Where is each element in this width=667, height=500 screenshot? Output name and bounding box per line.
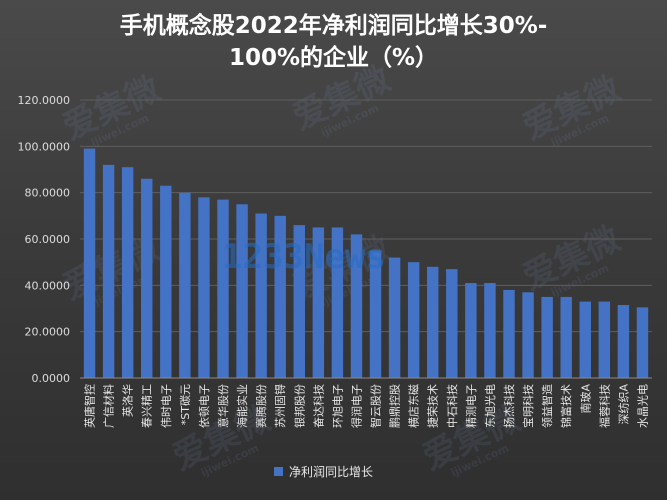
x-category-label: 精测电子 [465,384,478,428]
gridlines [80,99,652,333]
x-category-label: 捷荣技术 [426,384,440,428]
x-category-label: 英唐智控 [83,384,97,428]
bar [446,269,458,378]
bar [274,215,286,378]
x-category-label: 领益智造 [540,384,554,428]
bar [83,148,96,378]
bars [83,148,649,378]
x-category-label: 依顿电子 [197,384,211,428]
bar [121,167,134,378]
y-tick-label: 60.0000 [25,233,71,246]
bar [522,292,534,378]
bar [427,266,439,378]
x-category-label: 智云股份 [369,384,383,428]
x-axis-categories: 英唐智控 广信材料 英洛华 春兴精工 伟时电子 *ST碳元 依顿电子 意华股份 海能实业 赛腾股份… [83,384,650,428]
x-category-label: 得润电子 [349,384,363,428]
legend-label: 净利润同比增长 [289,465,373,479]
x-category-label: 中石科技 [445,384,459,428]
bar [331,227,344,378]
bar [579,301,591,378]
x-category-label: 伟时电子 [160,384,173,428]
x-category-label: 春兴精工 [141,384,154,428]
x-category-label: 宝明科技 [521,384,535,428]
bar [179,192,191,378]
x-category-label: 奋达科技 [311,384,325,428]
y-tick-label: 40.0000 [25,279,71,292]
bar [236,204,248,378]
x-category-label: 水晶光电 [635,384,649,428]
legend: 净利润同比增长 [274,465,373,479]
y-tick-label: 120.0000 [18,94,71,107]
bar [636,307,649,378]
x-category-label: 英洛华 [121,384,135,417]
bar [141,178,153,378]
legend-swatch [274,467,283,476]
x-category-label: 福蓉科技 [597,384,611,428]
overlay-watermark-text: 1233News [222,237,386,277]
y-tick-label: 20.0000 [25,326,71,339]
bar [217,199,229,378]
bar [617,305,630,378]
x-category-label: 银邦股份 [292,384,306,428]
y-tick-label: 80.0000 [25,187,71,200]
bar [350,234,363,378]
y-tick-label: 0.0000 [32,372,71,385]
bar [255,213,267,378]
bar [312,227,325,378]
x-category-label: 赛腾股份 [254,384,268,428]
x-category-label: 环旭电子 [330,384,344,428]
bar [369,250,382,378]
x-category-label: 广信材料 [102,384,116,428]
bar [102,164,115,378]
bar [503,289,515,378]
bar [388,257,401,378]
bar [560,296,572,378]
x-category-label: 东旭光电 [483,384,497,428]
bar [541,296,553,378]
y-tick-label: 100.0000 [18,140,71,153]
x-category-label: 深纺织A [616,384,630,425]
bar [465,283,477,378]
x-category-label: *ST碳元 [178,384,192,425]
x-category-label: 锦富技术 [559,384,573,428]
chart-title-line-2: 100%的企业（%） [228,45,439,71]
x-category-label: 鹏鼎控股 [388,384,402,428]
bar [598,301,611,378]
x-category-label: 意华股份 [216,384,230,428]
bar [198,197,210,378]
x-category-label: 扬杰科技 [502,384,516,428]
y-axis-ticks: 0.0000 20.0000 40.0000 60.0000 80.0000 100.00… [18,94,71,385]
x-category-label: 苏州固锝 [274,384,287,428]
chart-title-line-1: 手机概念股2022年净利润同比增长30%- [119,13,548,39]
x-category-label: 横店东磁 [407,384,421,428]
chart-title: 手机概念股2022年净利润同比增长30%- 100%的企业（%） [0,10,667,74]
bar [407,262,420,378]
bar [293,225,305,378]
x-category-label: 南玻A [579,384,592,414]
bar [484,283,496,378]
bar [160,185,172,378]
x-category-label: 海能实业 [235,384,249,428]
